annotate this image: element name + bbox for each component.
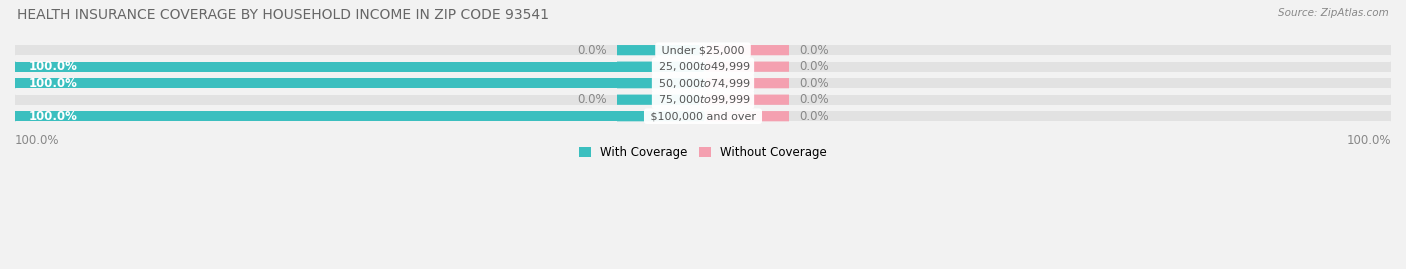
Ellipse shape (13, 78, 17, 88)
Text: $50,000 to $74,999: $50,000 to $74,999 (655, 77, 751, 90)
Text: 100.0%: 100.0% (28, 60, 77, 73)
Text: $100,000 and over: $100,000 and over (647, 111, 759, 121)
Ellipse shape (1389, 78, 1393, 88)
FancyBboxPatch shape (706, 95, 789, 105)
Text: 0.0%: 0.0% (576, 44, 606, 57)
Bar (15, 62, 703, 72)
Ellipse shape (700, 111, 706, 121)
Text: Under $25,000: Under $25,000 (658, 45, 748, 55)
Text: 0.0%: 0.0% (800, 110, 830, 123)
Bar (15, 45, 1391, 55)
Ellipse shape (13, 78, 17, 88)
Bar (15, 95, 1391, 105)
FancyBboxPatch shape (706, 111, 789, 121)
Ellipse shape (13, 62, 17, 72)
FancyBboxPatch shape (617, 111, 700, 121)
Bar (15, 78, 703, 88)
Text: Source: ZipAtlas.com: Source: ZipAtlas.com (1278, 8, 1389, 18)
Text: HEALTH INSURANCE COVERAGE BY HOUSEHOLD INCOME IN ZIP CODE 93541: HEALTH INSURANCE COVERAGE BY HOUSEHOLD I… (17, 8, 548, 22)
Ellipse shape (13, 62, 17, 72)
Text: 100.0%: 100.0% (1347, 133, 1391, 147)
FancyBboxPatch shape (617, 95, 700, 105)
Ellipse shape (700, 78, 706, 88)
Ellipse shape (1389, 95, 1393, 105)
Ellipse shape (700, 62, 706, 72)
FancyBboxPatch shape (706, 62, 789, 72)
Bar (15, 78, 1391, 88)
Ellipse shape (1389, 45, 1393, 55)
Legend: With Coverage, Without Coverage: With Coverage, Without Coverage (574, 141, 832, 164)
Text: 0.0%: 0.0% (800, 60, 830, 73)
FancyBboxPatch shape (706, 45, 789, 55)
Text: $25,000 to $49,999: $25,000 to $49,999 (655, 60, 751, 73)
Ellipse shape (13, 45, 17, 55)
Text: 0.0%: 0.0% (576, 93, 606, 106)
Bar (15, 111, 1391, 121)
Ellipse shape (13, 111, 17, 121)
Ellipse shape (13, 95, 17, 105)
FancyBboxPatch shape (617, 45, 700, 55)
Text: 0.0%: 0.0% (800, 93, 830, 106)
Text: 100.0%: 100.0% (15, 133, 59, 147)
Text: 100.0%: 100.0% (28, 110, 77, 123)
Text: 100.0%: 100.0% (28, 77, 77, 90)
FancyBboxPatch shape (706, 78, 789, 88)
Ellipse shape (1389, 62, 1393, 72)
FancyBboxPatch shape (617, 78, 700, 88)
FancyBboxPatch shape (617, 62, 700, 72)
Text: $75,000 to $99,999: $75,000 to $99,999 (655, 93, 751, 106)
Text: 0.0%: 0.0% (800, 44, 830, 57)
Bar (15, 111, 703, 121)
Ellipse shape (13, 111, 17, 121)
Bar (15, 62, 1391, 72)
Ellipse shape (1389, 111, 1393, 121)
Text: 0.0%: 0.0% (800, 77, 830, 90)
